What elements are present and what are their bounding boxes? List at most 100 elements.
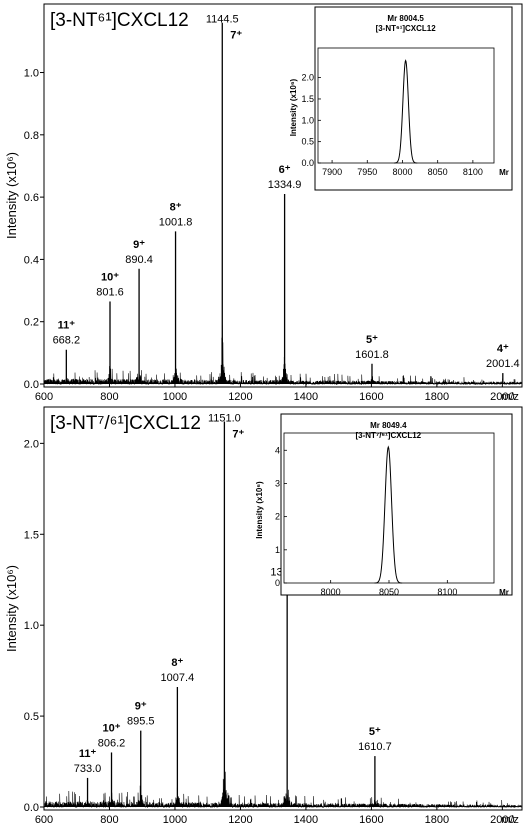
inset-x-tick-label: 8100 [463, 167, 483, 177]
y-tick-label: 1.5 [24, 529, 39, 541]
y-axis-label: Intensity (x10⁶) [4, 565, 19, 652]
inset-x-tick-label: 8000 [392, 167, 412, 177]
peak-ion-label: 5⁺ [369, 726, 381, 738]
x-tick-label: 800 [100, 391, 118, 403]
y-tick-label: 0.5 [24, 711, 39, 723]
peak-value-label: 806.2 [98, 737, 126, 749]
peak-value-label: 1151.0 [208, 413, 241, 425]
inset-y-tick-label: 3 [275, 478, 280, 488]
x-tick-label: 1000 [163, 814, 187, 825]
inset-x-tick-label: 8100 [437, 587, 457, 597]
inset-title: [3-NT⁶¹]CXCL12 [376, 24, 437, 33]
chart-title: [3-NT⁷/⁶¹]CXCL12 [50, 413, 201, 434]
peak-ion-label: 4⁺ [497, 343, 509, 355]
peak-value-label: 1601.8 [355, 349, 389, 361]
x-tick-label: 1600 [359, 391, 383, 403]
peak-value-label: 733.0 [74, 763, 102, 775]
inset-y-axis-label: Intensity (x10⁶) [289, 78, 298, 136]
peak-ion-label: 5⁺ [366, 334, 378, 346]
y-tick-label: 0.6 [24, 192, 39, 204]
inset-frame [280, 413, 513, 596]
inset-title: [3-NT⁷/⁶¹]CXCL12 [355, 431, 421, 440]
peak-ion-label: 9⁺ [133, 239, 145, 251]
y-tick-label: 1.0 [24, 68, 39, 80]
inset-x-tick-label: 7950 [357, 167, 377, 177]
peak-ion-label: 11⁺ [58, 320, 76, 332]
peak-ion-label: 8⁺ [171, 657, 183, 669]
x-tick-label: 600 [35, 391, 53, 403]
peak-value-label: 1001.8 [159, 216, 193, 228]
inset-y-tick-label: 0.0 [301, 158, 314, 168]
peak-value-label: 2001.4 [486, 358, 520, 370]
y-tick-label: 2.0 [24, 438, 39, 450]
peak-value-label: 1610.7 [358, 741, 392, 753]
x-tick-label: 1800 [425, 391, 449, 403]
inset-peak-trace [394, 59, 418, 164]
spectrum-trace [44, 325, 522, 386]
x-tick-label: 800 [100, 814, 118, 825]
y-axis-label: Intensity (x10⁶) [4, 152, 19, 239]
x-axis-label: m/z [501, 814, 519, 825]
y-tick-label: 0.0 [24, 802, 39, 814]
inset-y-tick-label: 1.0 [301, 115, 314, 125]
x-tick-label: 2000 [490, 814, 514, 825]
y-tick-label: 1.0 [24, 620, 39, 632]
peak-value-label: 1144.5 [206, 14, 239, 26]
panel-2: 733.0 11⁺806.2 10⁺ 895.5 9⁺ 1007.4 8⁺ 1151.0 7⁺ 1… [4, 406, 523, 825]
inset-y-tick-label: 1.5 [301, 94, 314, 104]
inset-mass-label: Mr 8004.5 [387, 14, 424, 23]
plot-frame [43, 3, 523, 388]
peak-value-label: 890.4 [125, 254, 153, 266]
inset-panel: Mr 8049.4[3-NT⁷/⁶¹]CXCL12 8000 8050 8100 Mr 0… [255, 413, 513, 597]
inset-x-axis-label: Mr [499, 168, 509, 177]
peak-ion-label: 9⁺ [135, 701, 147, 713]
x-tick-label: 2000 [490, 391, 514, 403]
peak-value-label: 1007.4 [161, 672, 195, 684]
inset-y-tick-label: 0.5 [301, 137, 314, 147]
inset-panel: Mr 8004.5[3-NT⁶¹]CXCL12 7900 7950 8000 8050 8… [289, 6, 513, 191]
inset-y-axis-label: Intensity (x10⁶) [255, 481, 264, 539]
x-tick-label: 1600 [359, 814, 383, 825]
peak-ion-label: 8⁺ [170, 201, 182, 213]
inset-mass-label: Mr 8049.4 [370, 421, 407, 430]
inset-x-tick-label: 7900 [322, 167, 342, 177]
peak-value-label: 895.5 [127, 716, 155, 728]
x-tick-label: 1000 [163, 391, 187, 403]
chart-title: [3-NT⁶¹]CXCL12 [50, 10, 189, 31]
x-tick-label: 1400 [294, 391, 318, 403]
peak-value-label: 801.6 [96, 286, 124, 298]
peak-ion-label: 10⁺ [101, 271, 119, 283]
y-tick-label: 0.8 [24, 130, 39, 142]
inset-frame [314, 6, 513, 191]
spectrum-trace [44, 740, 522, 809]
peak-ion-label: 6⁺ [279, 164, 291, 176]
peak-ion-label: 10⁺ [102, 722, 120, 734]
inset-x-axis-label: Mr [499, 588, 509, 597]
x-tick-label: 600 [35, 814, 53, 825]
x-tick-label: 1800 [425, 814, 449, 825]
peak-ion-label: 7⁺ [230, 30, 242, 42]
peak-ion-label: 7⁺ [232, 429, 244, 441]
x-tick-label: 1200 [228, 814, 252, 825]
peak-ion-label: 11⁺ [79, 748, 97, 760]
y-tick-label: 0.4 [24, 254, 39, 266]
peak-value-label: 668.2 [53, 335, 81, 347]
inset-y-tick-label: 2 [275, 512, 280, 522]
inset-x-tick-label: 8050 [428, 167, 448, 177]
y-tick-label: 0.0 [24, 379, 39, 391]
plot-frame [43, 406, 523, 811]
y-tick-label: 0.2 [24, 317, 39, 329]
x-axis-label: m/z [501, 391, 519, 403]
inset-x-tick-label: 8050 [379, 587, 399, 597]
inset-y-tick-label: 4 [275, 445, 280, 455]
panel-1: 668.2 11⁺ 801.6 10⁺ 890.4 9⁺ 1001.8 8⁺ 1144.5 7⁺ 1… [4, 3, 523, 403]
inset-x-tick-label: 8000 [321, 587, 341, 597]
x-tick-label: 1400 [294, 814, 318, 825]
inset-y-tick-label: 2.0 [301, 73, 314, 83]
inset-y-tick-label: 0 [275, 578, 280, 588]
peak-value-label: 1334.9 [268, 179, 302, 191]
inset-y-tick-label: 1 [275, 545, 280, 555]
x-tick-label: 1200 [228, 391, 252, 403]
inset-peak-trace [374, 445, 403, 584]
